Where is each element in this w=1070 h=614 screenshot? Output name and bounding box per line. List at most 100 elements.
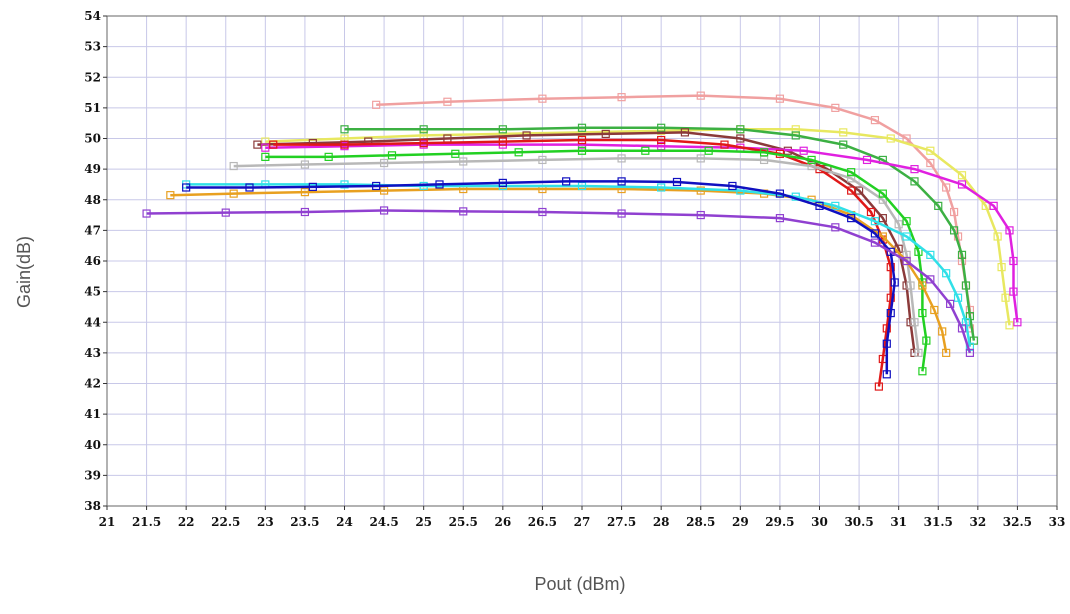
data-point bbox=[229, 189, 238, 198]
data-point bbox=[538, 155, 547, 165]
data-point bbox=[657, 123, 666, 132]
data-point bbox=[942, 269, 951, 278]
x-tick-label: 26.5 bbox=[528, 515, 557, 529]
data-point bbox=[775, 189, 785, 198]
data-point bbox=[957, 171, 967, 180]
data-point bbox=[261, 152, 270, 161]
data-point bbox=[775, 94, 785, 103]
data-point bbox=[961, 281, 971, 290]
data-point bbox=[419, 125, 428, 134]
data-point bbox=[387, 151, 397, 160]
data-point bbox=[704, 146, 713, 155]
data-point bbox=[166, 191, 175, 200]
data-point bbox=[878, 189, 887, 198]
data-point bbox=[791, 125, 800, 134]
data-point bbox=[878, 214, 887, 223]
y-tick-label: 38 bbox=[84, 499, 101, 513]
series-line bbox=[265, 143, 1019, 323]
data-point bbox=[902, 217, 911, 226]
x-tick-label: 32 bbox=[969, 515, 986, 529]
data-point bbox=[902, 134, 911, 143]
data-point bbox=[886, 247, 895, 256]
data-point bbox=[791, 131, 800, 140]
data-point bbox=[831, 201, 840, 210]
data-point bbox=[862, 155, 872, 165]
data-point bbox=[874, 382, 883, 391]
data-point bbox=[902, 250, 911, 259]
data-point bbox=[894, 220, 903, 229]
data-point bbox=[459, 157, 468, 166]
data-point bbox=[253, 140, 262, 149]
data-point bbox=[775, 214, 785, 223]
y-tick-label: 43 bbox=[84, 346, 101, 360]
data-point bbox=[538, 207, 547, 217]
y-tick-label: 42 bbox=[84, 377, 101, 391]
data-point bbox=[957, 250, 967, 259]
data-point bbox=[759, 155, 769, 165]
data-point bbox=[562, 177, 571, 186]
data-point bbox=[672, 177, 682, 187]
x-tick-label: 23.5 bbox=[290, 515, 319, 529]
data-point bbox=[617, 93, 626, 102]
y-tick-label: 48 bbox=[84, 193, 101, 207]
data-point bbox=[696, 91, 705, 100]
series-line bbox=[186, 180, 896, 375]
data-point bbox=[890, 278, 899, 287]
data-point bbox=[657, 183, 666, 192]
data-point bbox=[997, 263, 1006, 272]
x-tick-label: 25 bbox=[415, 515, 432, 529]
data-point bbox=[949, 226, 959, 235]
data-point bbox=[926, 146, 935, 155]
x-tick-label: 27.5 bbox=[607, 515, 636, 529]
data-point bbox=[696, 186, 705, 195]
data-point bbox=[245, 183, 254, 192]
data-point bbox=[870, 238, 880, 247]
y-tick-label: 54 bbox=[84, 9, 101, 23]
x-tick-label: 31 bbox=[890, 515, 907, 529]
data-point bbox=[930, 305, 939, 315]
x-tick-label: 24.5 bbox=[369, 515, 398, 529]
data-point bbox=[696, 154, 705, 163]
data-point bbox=[854, 186, 864, 195]
data-point bbox=[870, 217, 880, 226]
data-point bbox=[498, 178, 507, 188]
data-point bbox=[680, 128, 690, 137]
data-point bbox=[372, 181, 381, 191]
x-tick-label: 29 bbox=[732, 515, 749, 529]
data-point bbox=[957, 324, 967, 333]
data-point bbox=[340, 125, 349, 134]
data-point bbox=[953, 293, 963, 302]
data-point bbox=[1005, 226, 1014, 235]
data-point bbox=[419, 138, 428, 148]
data-point bbox=[451, 149, 460, 158]
y-tick-label: 40 bbox=[84, 438, 101, 452]
data-point bbox=[1009, 256, 1018, 266]
data-point bbox=[300, 187, 310, 197]
data-point bbox=[601, 129, 610, 139]
data-point bbox=[918, 281, 927, 290]
y-tick-label: 44 bbox=[84, 315, 101, 329]
data-point bbox=[300, 207, 310, 217]
data-point bbox=[617, 154, 626, 163]
data-point bbox=[340, 180, 349, 189]
series-10 bbox=[182, 180, 975, 351]
data-point bbox=[882, 370, 891, 379]
data-point bbox=[696, 210, 705, 220]
data-point bbox=[914, 348, 923, 357]
data-point bbox=[942, 183, 951, 192]
data-point bbox=[1009, 287, 1018, 296]
data-point bbox=[882, 339, 891, 348]
data-point bbox=[340, 140, 349, 149]
x-tick-label: 30.5 bbox=[844, 515, 873, 529]
data-point bbox=[839, 140, 848, 149]
x-tick-label: 25.5 bbox=[449, 515, 478, 529]
data-point bbox=[498, 125, 507, 134]
data-point bbox=[657, 135, 666, 145]
series-line bbox=[233, 157, 920, 354]
data-point bbox=[918, 308, 927, 318]
data-point bbox=[965, 348, 975, 357]
data-point bbox=[577, 123, 587, 132]
data-point bbox=[831, 223, 840, 232]
data-point bbox=[882, 324, 891, 333]
